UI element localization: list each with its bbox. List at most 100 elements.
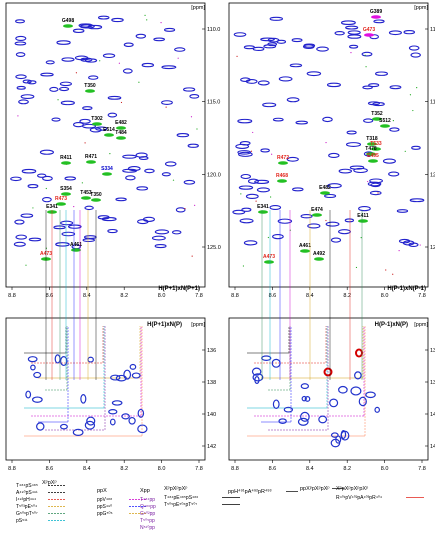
assigned-peak (366, 152, 376, 156)
peak-label: S334 (101, 166, 113, 172)
blue-peak (84, 420, 96, 430)
red-peak (355, 348, 363, 358)
blue-peak (374, 406, 380, 413)
peaks (10, 14, 200, 266)
legend-header: XᵖpXᵖ (42, 480, 57, 486)
assigned-peak (300, 249, 310, 253)
y-tick-label: 110.0 (430, 27, 435, 33)
blue-peak (171, 230, 182, 235)
noise-dot (57, 99, 59, 101)
noise-dot (267, 236, 269, 239)
noise-dot (412, 109, 414, 112)
panel-title: H(P-1)xN(P-1) (387, 286, 426, 292)
x-tick-label: 7.8 (195, 466, 203, 472)
noise-dot (84, 142, 86, 144)
noise-dot (184, 208, 186, 210)
blue-peak (324, 193, 337, 199)
noise-dot (385, 269, 387, 271)
blue-peak (87, 356, 94, 363)
x-tick-label: 8.6 (46, 293, 54, 299)
blue-peak (350, 386, 362, 396)
blue-peak (277, 218, 293, 224)
peak-label: T350 (84, 83, 96, 89)
blue-peak (267, 42, 278, 47)
blue-peak (15, 35, 27, 41)
legend-label: ppV⁴⁸⁸ (97, 497, 112, 503)
blue-peak (59, 423, 68, 430)
peak-label: T302 (91, 116, 103, 122)
blue-peak (183, 179, 196, 185)
noise-dot (32, 207, 34, 209)
y-ticks: 136 138 140 142 (425, 348, 435, 450)
legend-label: G⁵⁰²pp (140, 511, 155, 517)
noise-dot (144, 14, 146, 17)
noise-dot (81, 182, 83, 184)
legend-header: XᵖpXᵖpXᵖpXᵖ (336, 486, 368, 492)
noise-dot (190, 116, 193, 118)
blue-peak (88, 75, 99, 80)
y-tick-label: 125.0 (207, 245, 221, 251)
blue-peak (56, 40, 71, 45)
blue-peak (338, 229, 351, 235)
blue-peak (154, 229, 170, 235)
legend-label: N⁵¹⁰pp (140, 525, 155, 531)
blue-peak (15, 234, 27, 240)
blue-peak (121, 413, 130, 420)
assigned-peak (372, 117, 382, 121)
blue-peak (161, 100, 173, 105)
x-tick-label: 8.6 (269, 466, 277, 472)
peak-label: T484 (115, 130, 127, 136)
y-tick-label: 138 (207, 380, 216, 386)
x-tick-label: 8.0 (158, 466, 166, 472)
blue-peak (318, 415, 328, 424)
blue-peak (144, 168, 155, 174)
blue-peak (269, 205, 282, 210)
blue-peak (292, 187, 304, 192)
ppm-unit-label: [ppm] (414, 5, 428, 11)
blue-peak (60, 220, 74, 226)
blue-peak (60, 356, 68, 367)
legend-label: pS⁵¹¹ (16, 518, 28, 524)
blue-peak (137, 408, 145, 418)
legend-header: Xpp (140, 488, 150, 494)
panel-bottom-left: [ppm] H(P+1)xN(P) 136 138 140 142 8.8 8.6 8.4… (5, 317, 216, 472)
blue-peak (344, 218, 355, 223)
noise-dot (377, 192, 379, 194)
blue-peak (136, 186, 149, 191)
blue-peak (14, 219, 25, 225)
noise-dot (416, 87, 418, 89)
blue-peak (340, 430, 347, 439)
blue-peak (388, 30, 402, 36)
y-ticks: 110.0 115.0 120.0 125.0 (202, 27, 221, 251)
noise-dot (109, 153, 111, 155)
x-tick-label: 7.8 (418, 466, 426, 472)
blue-peak (346, 130, 357, 135)
assigned-peak (86, 160, 96, 164)
panel-frame (228, 2, 429, 288)
noise-dot (360, 237, 362, 239)
blue-peak (45, 60, 55, 65)
blue-peak (402, 240, 415, 246)
noise-dot (325, 141, 327, 144)
y-tick-label: 115.0 (207, 100, 220, 106)
blue-peak (81, 123, 97, 129)
blue-peak (322, 116, 333, 123)
peak-label: E495 (367, 153, 379, 159)
blue-peak (362, 85, 373, 90)
blue-peak (330, 432, 339, 438)
peak-label: T318 (366, 136, 378, 142)
blue-peak (329, 398, 339, 408)
ppm-unit-label: [ppm] (191, 322, 205, 328)
blue-peak (72, 428, 84, 436)
panel-frame (5, 2, 206, 288)
blue-peak (403, 29, 416, 35)
peak-label: R468 (276, 173, 288, 179)
blue-peak (137, 424, 148, 434)
assigned-peak (116, 126, 126, 130)
blue-peak (338, 168, 353, 174)
blue-peak (325, 221, 340, 227)
blue-peak (15, 19, 25, 24)
blue-peak (28, 237, 42, 242)
blue-peak (365, 391, 376, 399)
ppm-unit-label: [ppm] (414, 322, 428, 328)
